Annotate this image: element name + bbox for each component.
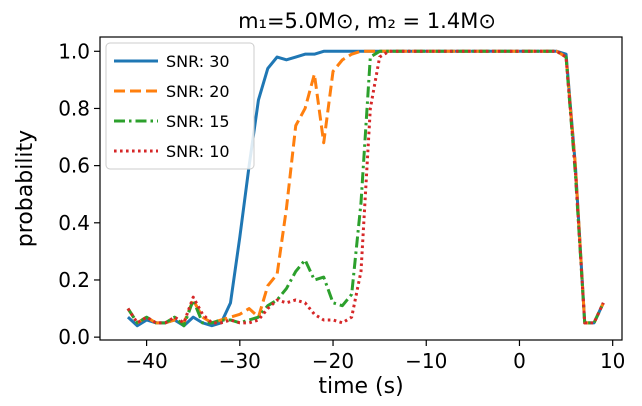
x-tick-label: −30 — [219, 349, 261, 373]
x-tick-label: 10 — [600, 349, 625, 373]
legend-label: SNR: 10 — [166, 142, 230, 161]
legend-label: SNR: 15 — [166, 112, 230, 131]
plot-frame — [99, 36, 623, 341]
x-tick-label: −20 — [312, 349, 354, 373]
y-tick-label: 0.4 — [58, 211, 90, 235]
y-tick-label: 1.0 — [58, 39, 90, 63]
x-tick-label: 0 — [513, 349, 526, 373]
x-tick-label: −40 — [125, 349, 167, 373]
y-axis: 0.0 0.2 0.4 0.6 0.8 1.0 — [58, 39, 100, 349]
x-axis: −40 −30 −20 −10 0 10 — [125, 340, 625, 373]
y-tick-label: 0.0 — [58, 325, 90, 349]
x-axis-label: time (s) — [318, 374, 403, 399]
y-axis-label: probability — [13, 130, 38, 247]
x-tick-label: −10 — [405, 349, 447, 373]
legend-label: SNR: 30 — [166, 52, 230, 71]
legend-label: SNR: 20 — [166, 82, 230, 101]
y-tick-label: 0.8 — [58, 96, 90, 120]
chart-title: m₁=5.0M⊙, m₂ = 1.4M⊙ — [238, 9, 496, 33]
series-line-snr-15 — [126, 49, 605, 328]
legend: SNR: 30 SNR: 20 SNR: 15 SNR: 10 — [105, 42, 255, 170]
y-tick-label: 0.6 — [58, 154, 90, 178]
legend-box — [105, 42, 255, 170]
y-tick-label: 0.2 — [58, 268, 90, 292]
plot-area — [126, 49, 605, 328]
series-line-snr-10 — [126, 49, 605, 325]
